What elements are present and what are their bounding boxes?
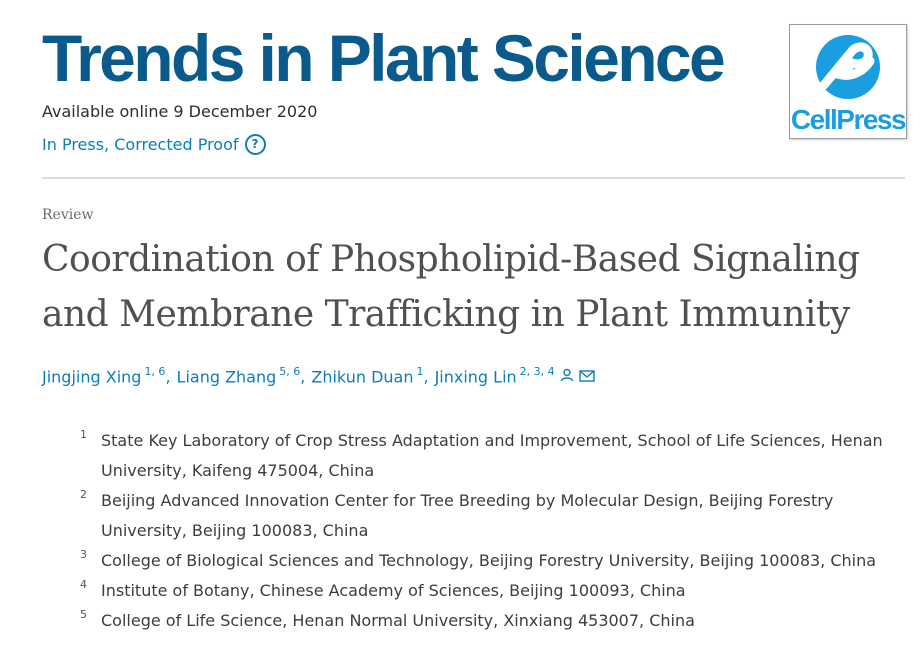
affiliation-text: College of Life Science, Henan Normal Un… bbox=[101, 611, 695, 630]
affiliation-item: 3 College of Biological Sciences and Tec… bbox=[80, 546, 900, 576]
affiliation-number: 5 bbox=[80, 608, 87, 621]
header-divider bbox=[42, 177, 905, 179]
affiliation-item: 5 College of Life Science, Henan Normal … bbox=[80, 606, 900, 636]
cellpress-logo[interactable]: CellPress bbox=[789, 24, 907, 139]
available-online-date: Available online 9 December 2020 bbox=[42, 102, 318, 121]
author-link[interactable]: Zhikun Duan 1 bbox=[311, 365, 424, 387]
affiliation-text: College of Biological Sciences and Techn… bbox=[101, 551, 877, 570]
affiliation-text: State Key Laboratory of Crop Stress Adap… bbox=[101, 431, 883, 480]
question-circle-icon[interactable]: ? bbox=[244, 134, 266, 155]
article-title: Coordination of Phospholipid-Based Signa… bbox=[42, 239, 860, 335]
journal-title[interactable]: Trends in Plant Science bbox=[42, 21, 726, 95]
mail-icon[interactable] bbox=[578, 367, 595, 386]
affiliation-text: Institute of Botany, Chinese Academy of … bbox=[101, 581, 686, 600]
cellpress-mark-icon bbox=[816, 35, 880, 99]
author-separator: , bbox=[423, 366, 429, 386]
article-status-link[interactable]: In Press, Corrected Proof bbox=[42, 135, 239, 154]
author-link[interactable]: Jingjing Xing 1, 6 bbox=[42, 365, 166, 387]
affiliation-number: 3 bbox=[80, 548, 87, 561]
person-icon[interactable] bbox=[560, 367, 574, 386]
affiliation-list: 1 State Key Laboratory of Crop Stress Ad… bbox=[80, 426, 900, 636]
cellpress-logo-text: CellPress bbox=[790, 104, 907, 135]
author-separator: , bbox=[300, 366, 306, 386]
affiliation-number: 2 bbox=[80, 488, 87, 501]
author-link[interactable]: Jinxing Lin 2, 3, 4 bbox=[434, 365, 555, 387]
affiliation-item: 4 Institute of Botany, Chinese Academy o… bbox=[80, 576, 900, 606]
affiliation-item: 2 Beijing Advanced Innovation Center for… bbox=[80, 486, 900, 546]
affiliation-item: 1 State Key Laboratory of Crop Stress Ad… bbox=[80, 426, 900, 486]
affiliation-number: 4 bbox=[80, 578, 87, 591]
article-status: In Press, Corrected Proof ? bbox=[42, 134, 266, 155]
author-link[interactable]: Liang Zhang 5, 6 bbox=[176, 365, 301, 387]
author-list: Jingjing Xing 1, 6, Liang Zhang 5, 6, Zhik… bbox=[42, 365, 595, 387]
affiliation-number: 1 bbox=[80, 428, 87, 441]
affiliation-text: Beijing Advanced Innovation Center for T… bbox=[101, 491, 834, 540]
author-separator: , bbox=[165, 366, 171, 386]
article-type: Review bbox=[42, 207, 94, 223]
